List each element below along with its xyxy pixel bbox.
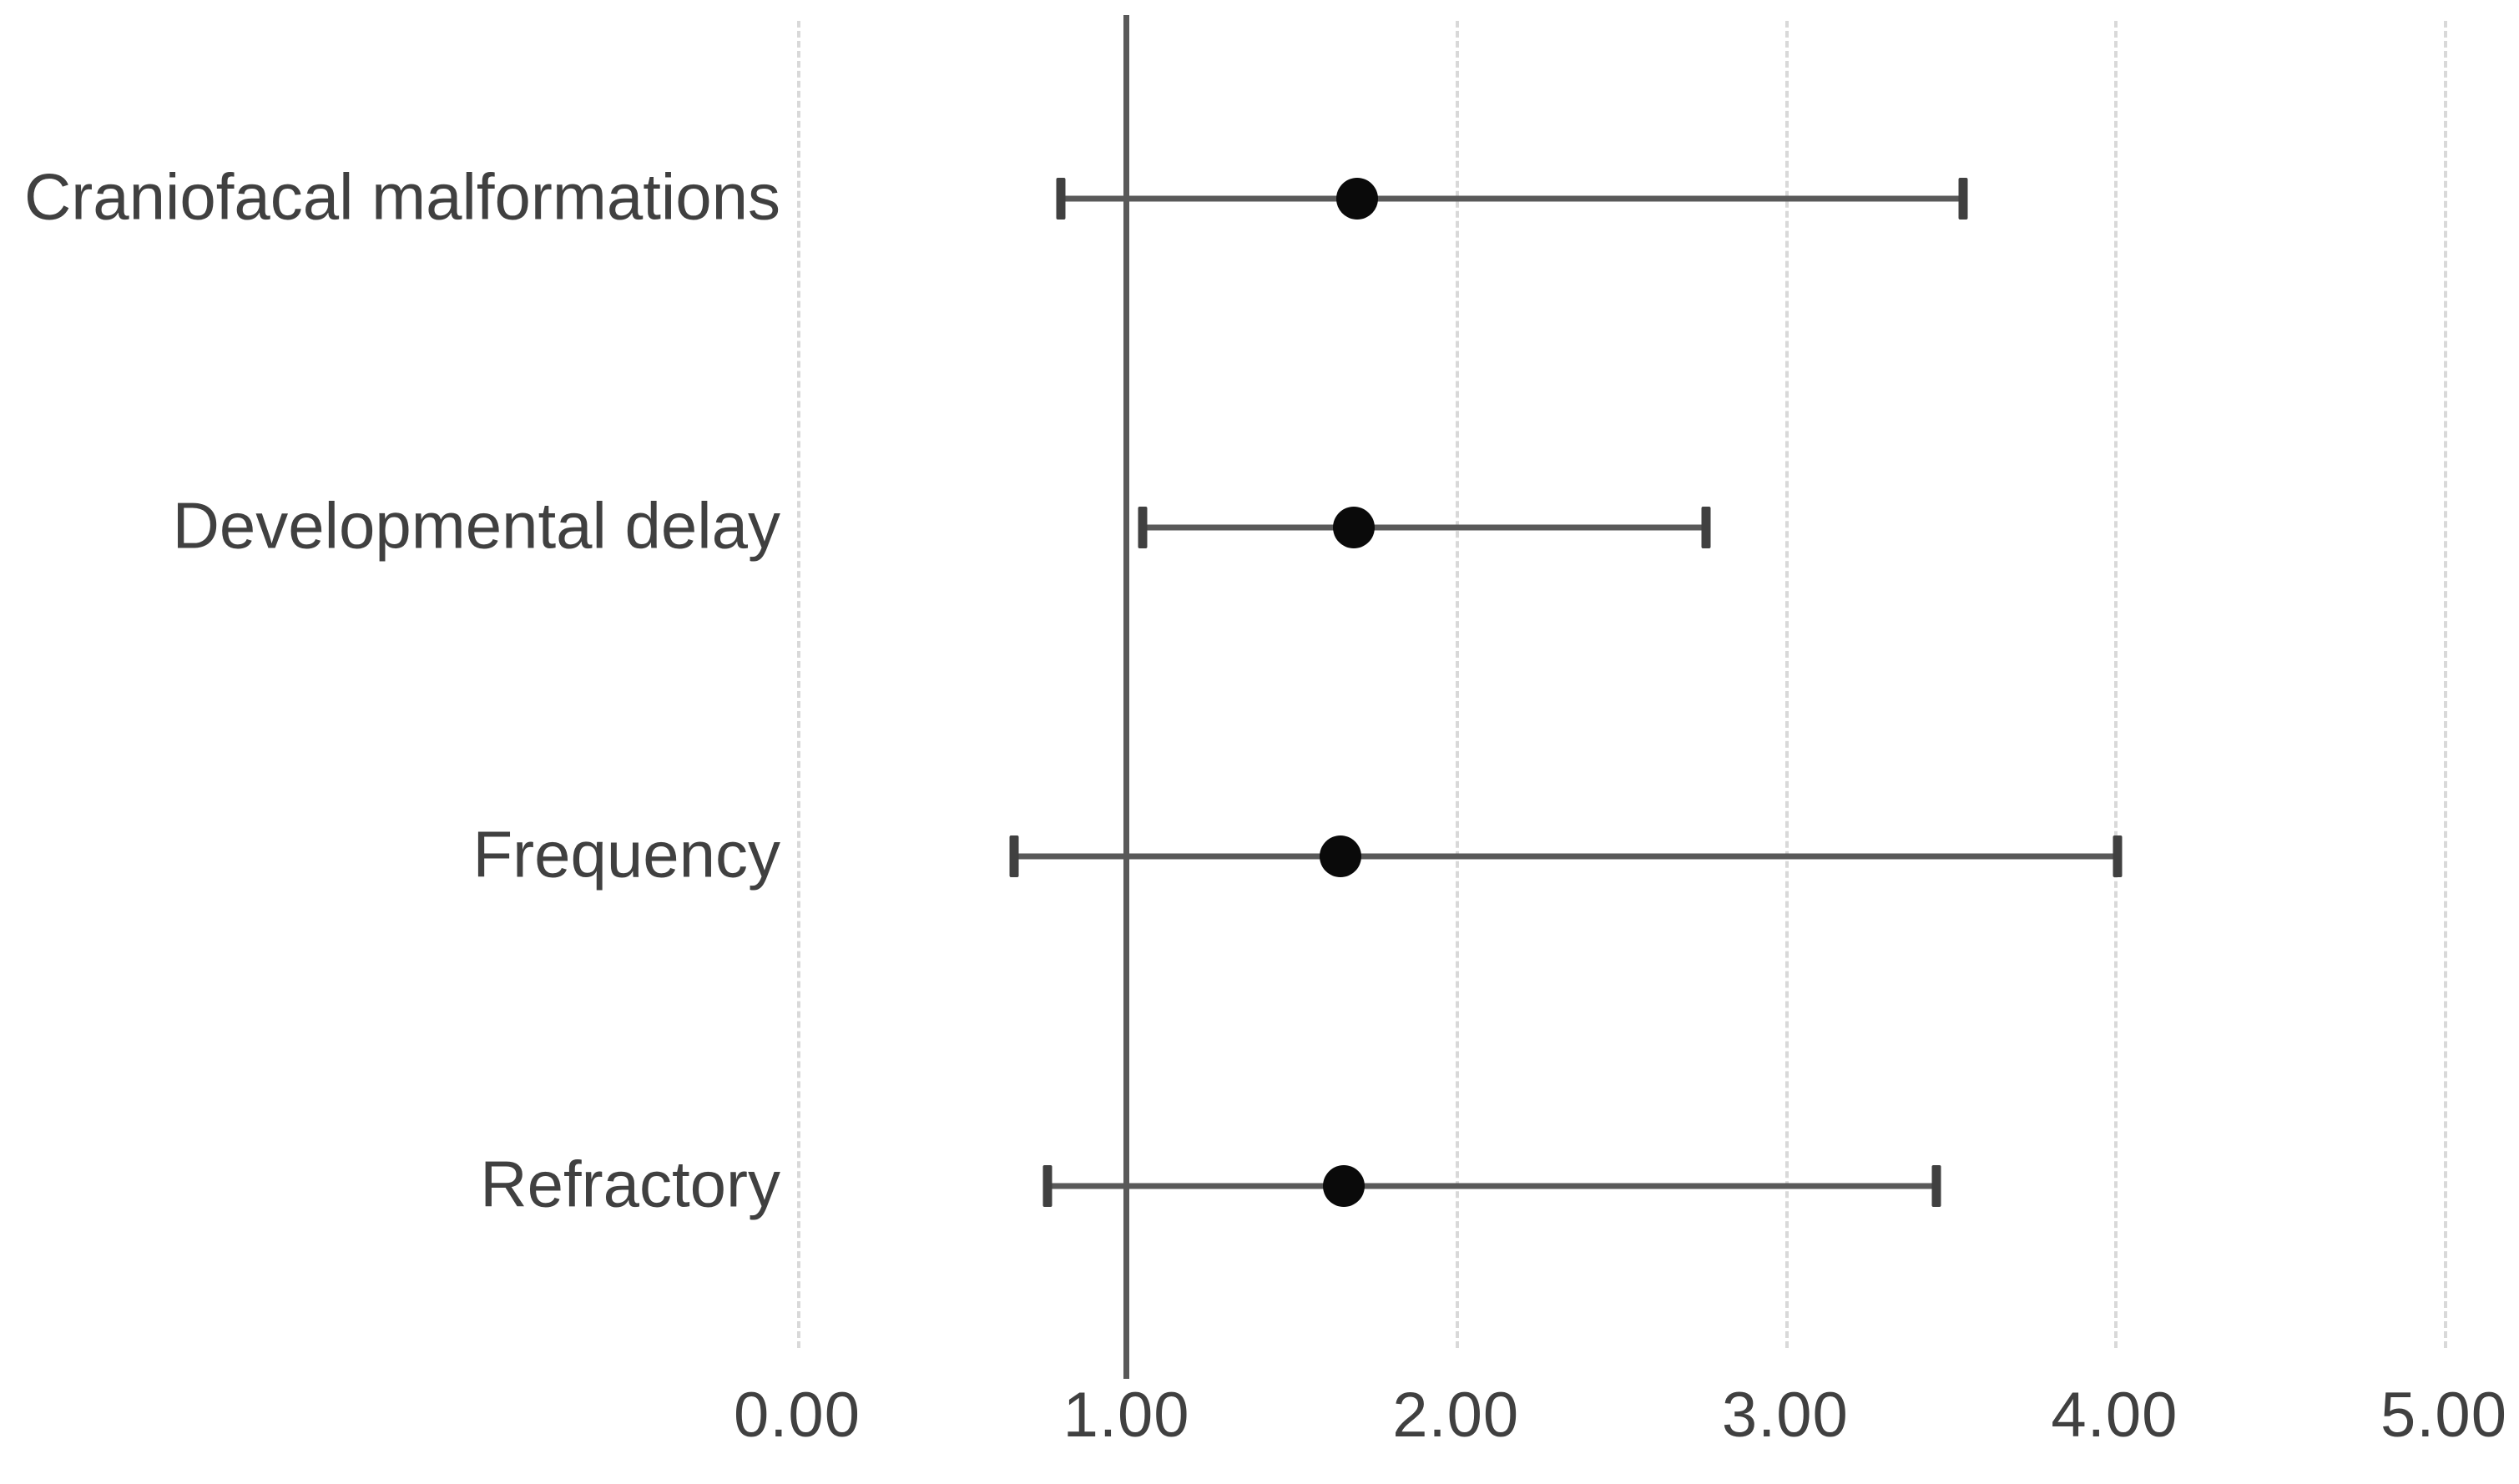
ci-cap-high xyxy=(1958,178,1968,220)
ci-line xyxy=(1047,1183,1937,1189)
category-label: Craniofacal malformations xyxy=(23,159,780,234)
ci-cap-high xyxy=(2113,835,2123,877)
x-tick-label: 1.00 xyxy=(1063,1380,1190,1451)
gridline-5.00 xyxy=(2444,21,2447,1348)
category-label: Frequency xyxy=(472,817,780,891)
gridline-0.00 xyxy=(797,21,800,1348)
ci-cap-high xyxy=(1701,507,1711,548)
x-tick-label: 5.00 xyxy=(2380,1380,2507,1451)
gridline-4.00 xyxy=(2114,21,2118,1348)
ci-cap-low xyxy=(1056,178,1066,220)
ci-cap-low xyxy=(1009,835,1019,877)
gridline-3.00 xyxy=(1785,21,1789,1348)
x-tick-label: 2.00 xyxy=(1392,1380,1520,1451)
ci-line xyxy=(1060,195,1963,202)
ci-cap-low xyxy=(1138,507,1148,548)
gridline-2.00 xyxy=(1456,21,1460,1348)
x-tick-label: 3.00 xyxy=(1721,1380,1849,1451)
ci-cap-high xyxy=(1931,1165,1941,1207)
reference-line-1 xyxy=(1123,15,1130,1379)
point-estimate-marker xyxy=(1323,1165,1366,1207)
point-estimate-marker xyxy=(1320,835,1362,877)
x-tick-label: 4.00 xyxy=(2051,1380,2178,1451)
ci-line xyxy=(1014,853,2118,860)
ci-cap-low xyxy=(1042,1165,1053,1207)
ci-line xyxy=(1143,524,1707,531)
point-estimate-marker xyxy=(1335,178,1378,220)
category-label: Developmental delay xyxy=(172,488,780,563)
point-estimate-marker xyxy=(1332,507,1375,548)
category-label: Refractory xyxy=(480,1147,780,1221)
x-tick-label: 0.00 xyxy=(734,1380,861,1451)
